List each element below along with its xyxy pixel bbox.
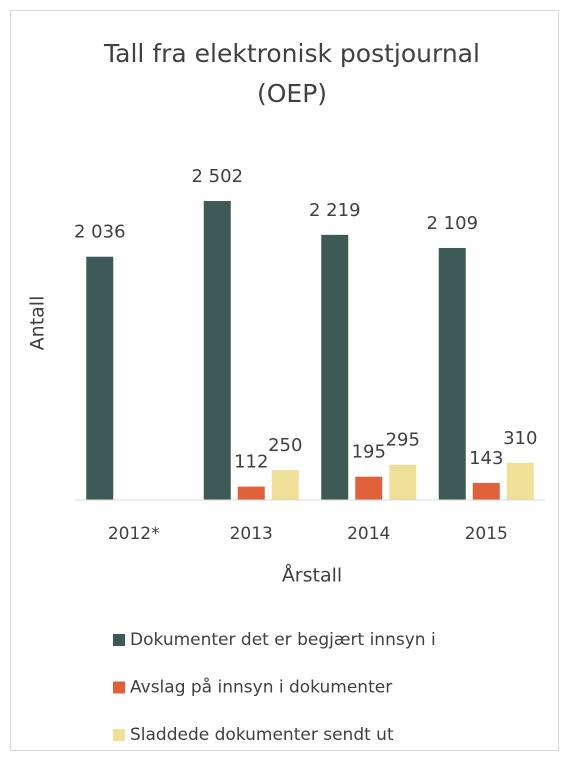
bar xyxy=(389,464,417,500)
value-label: 2 219 xyxy=(309,200,361,221)
value-label: 295 xyxy=(386,430,420,451)
bar xyxy=(271,470,299,500)
bar xyxy=(438,247,466,500)
value-label: 310 xyxy=(503,428,537,449)
legend-label: Dokumenter det er begjært innsyn i xyxy=(130,630,436,650)
x-tick-label: 2015 xyxy=(465,524,508,544)
bar xyxy=(86,256,114,500)
value-label: 2 109 xyxy=(426,213,478,234)
x-tick-label: 2012* xyxy=(108,524,160,544)
legend-swatch xyxy=(113,634,125,646)
legend-label: Sladdede dokumenter sendt ut xyxy=(130,725,394,745)
value-label: 195 xyxy=(352,442,386,463)
legend-swatch xyxy=(113,729,125,741)
legend-label: Avslag på innsyn i dokumenter xyxy=(130,677,392,698)
bar xyxy=(237,486,265,500)
bar xyxy=(203,201,231,501)
value-label: 250 xyxy=(268,435,302,456)
value-label: 112 xyxy=(234,452,268,473)
bar xyxy=(472,482,500,500)
value-label: 2 502 xyxy=(191,166,243,187)
x-axis-title: Årstall xyxy=(282,564,342,587)
x-tick-label: 2014 xyxy=(347,524,390,544)
bar xyxy=(506,462,534,500)
chart-title: Tall fra elektronisk postjournal xyxy=(103,39,480,68)
legend-swatch xyxy=(113,681,125,694)
x-tick-label: 2013 xyxy=(230,524,273,544)
bar xyxy=(321,234,349,500)
bar xyxy=(355,476,383,500)
value-label: 143 xyxy=(469,448,503,469)
value-label: 2 036 xyxy=(74,222,126,243)
y-axis-title: Antall xyxy=(27,296,49,351)
chart-title: (OEP) xyxy=(257,79,327,108)
